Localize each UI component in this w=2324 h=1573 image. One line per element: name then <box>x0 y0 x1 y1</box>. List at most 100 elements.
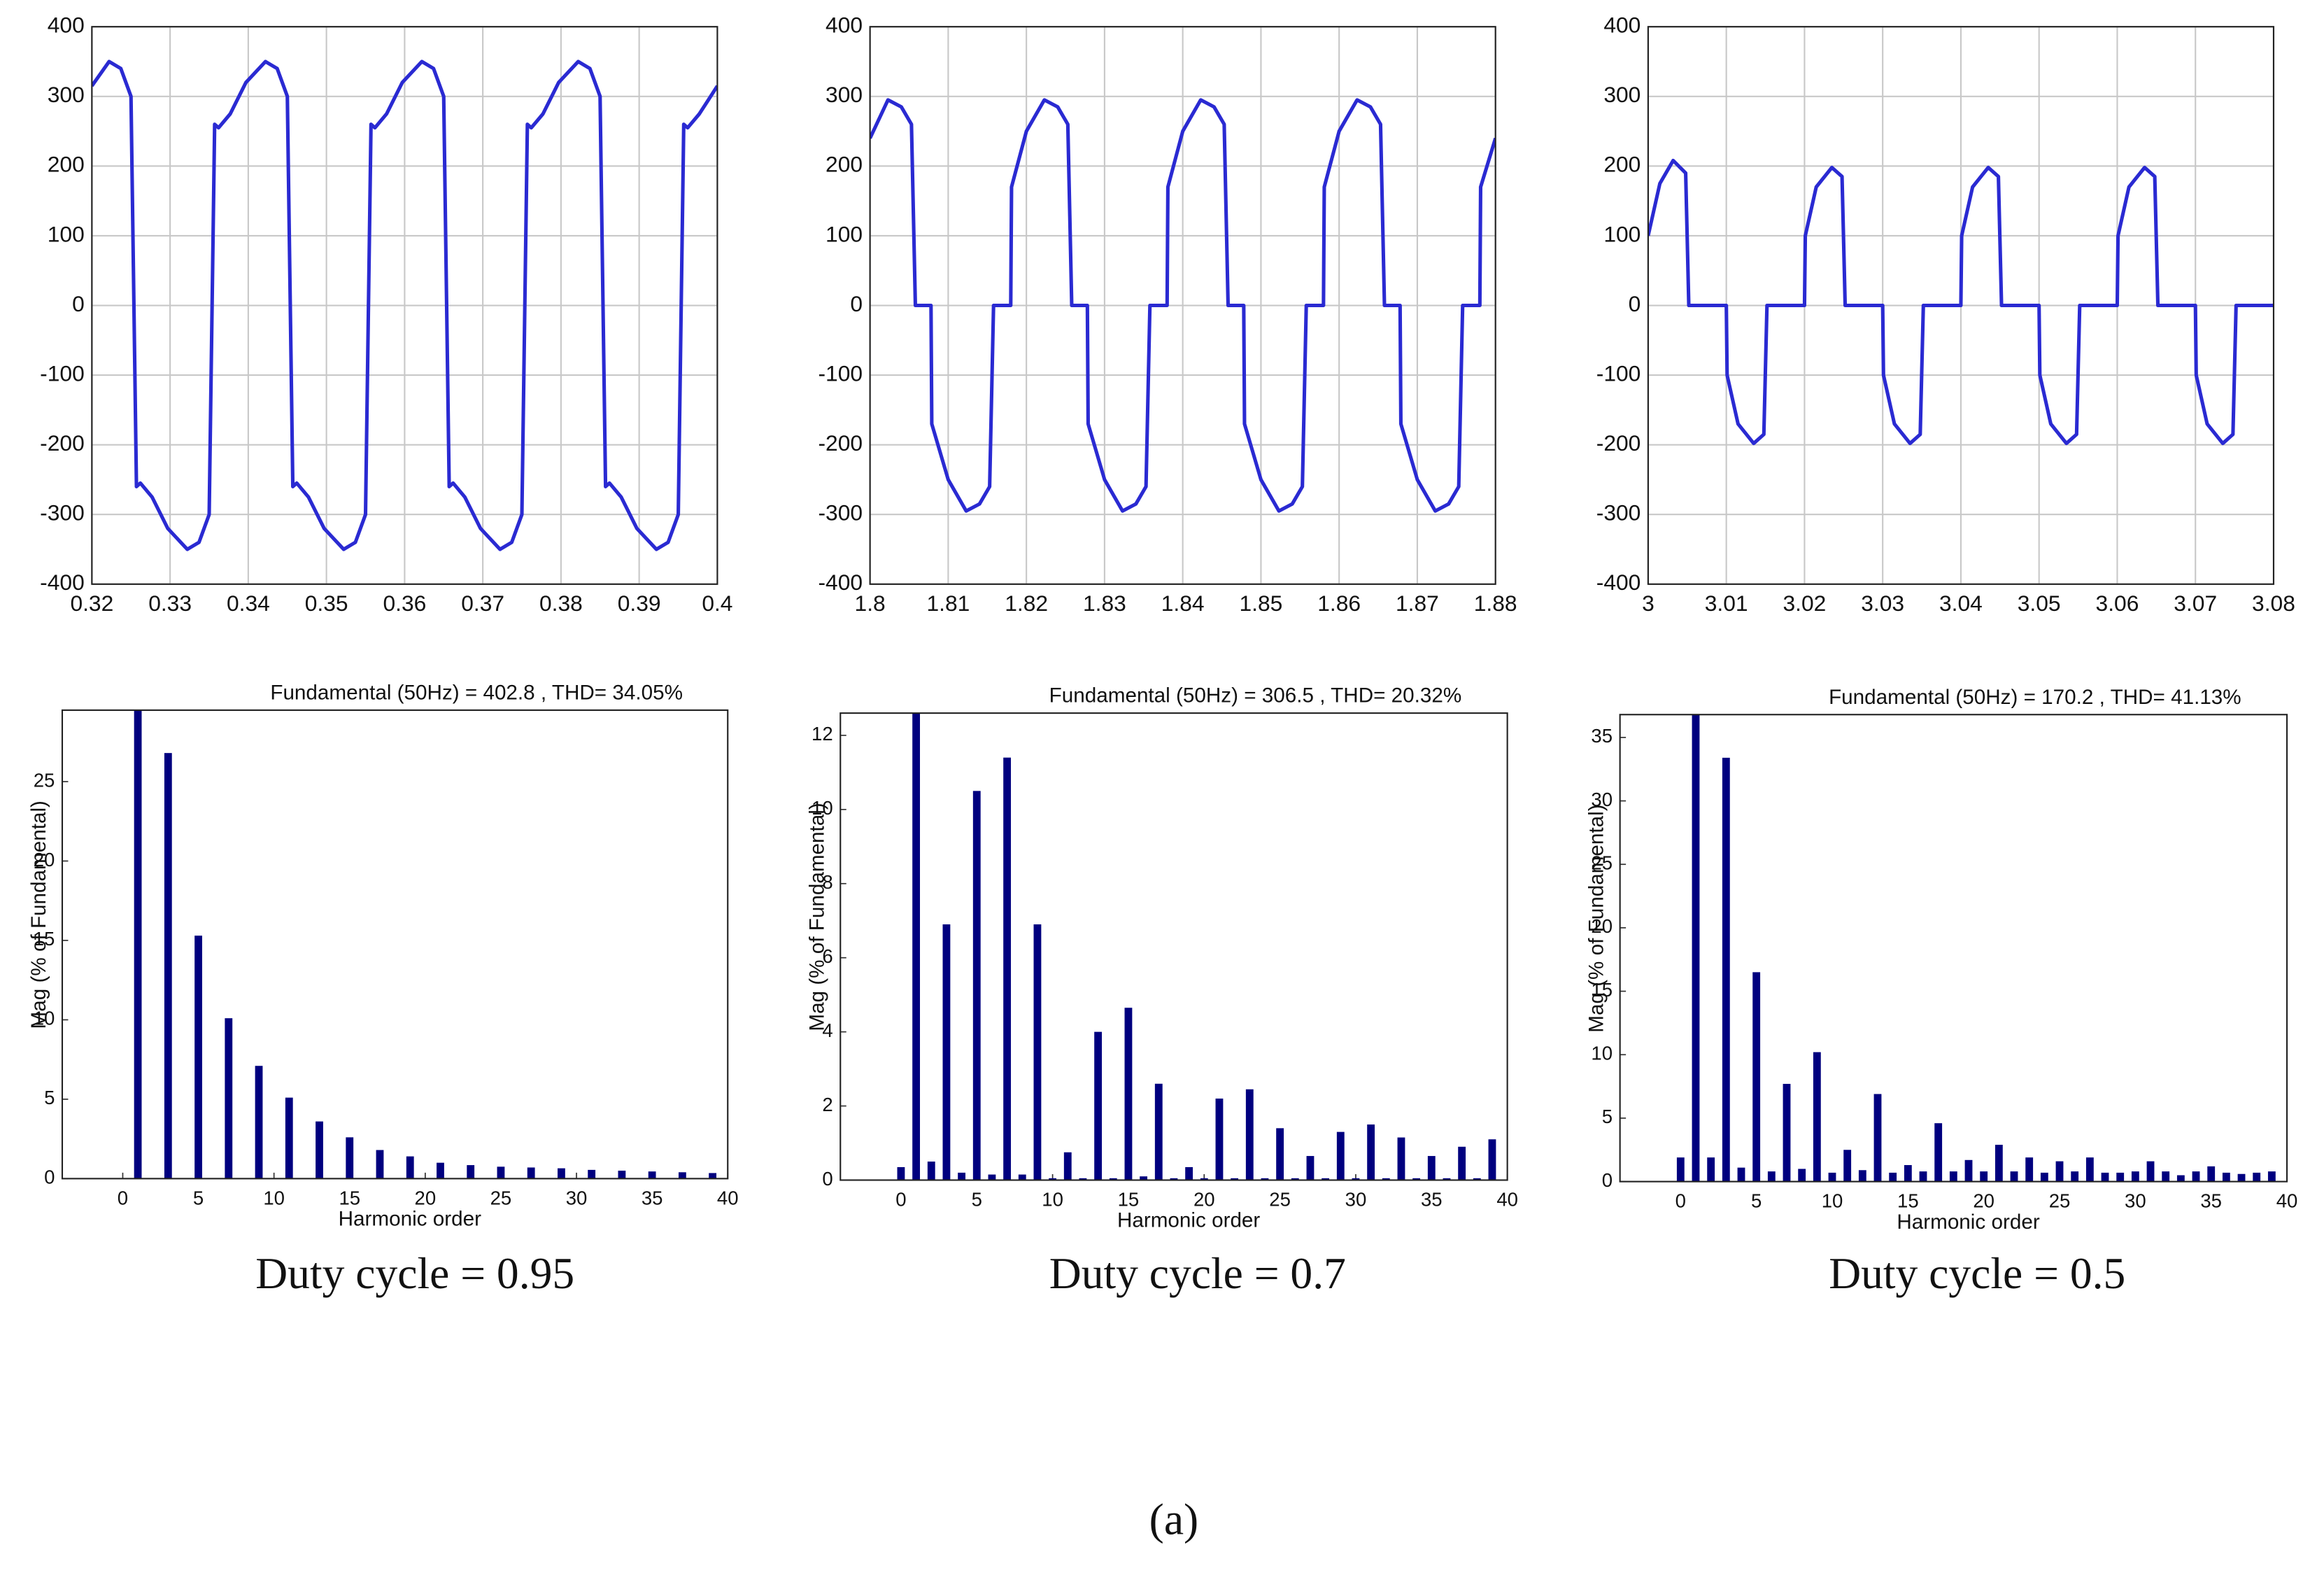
x-tick-label: 1.88 <box>1474 591 1517 616</box>
x-tick-label: 3.03 <box>1861 591 1904 616</box>
chart: 0 5 10 15 20 25 30 35 40 0 5 10 15 20 25 Fundamental (5… <box>27 681 739 1230</box>
plot-area <box>1620 714 2288 1182</box>
bar <box>1443 1178 1451 1180</box>
bar <box>1291 1178 1299 1180</box>
plot-frame <box>1647 26 2275 585</box>
bar <box>1949 1171 1957 1182</box>
y-tick-label: 0 <box>850 291 863 316</box>
bar <box>2176 1175 2185 1182</box>
y-tick-label: 12 <box>812 723 833 745</box>
bar <box>2267 1171 2276 1182</box>
plot-area <box>840 713 1508 1180</box>
x-tick-label: 20 <box>415 1187 437 1208</box>
bar <box>1367 1124 1375 1180</box>
bar <box>2025 1157 2034 1182</box>
bar <box>1722 757 1730 1182</box>
y-tick-label: -300 <box>1596 500 1641 525</box>
x-tick-label: 10 <box>1042 1188 1063 1210</box>
bar <box>1692 714 1700 1182</box>
bar <box>1934 1123 1943 1182</box>
bar <box>1140 1176 1148 1180</box>
x-tick-label: 10 <box>263 1187 285 1208</box>
y-tick-label: 0 <box>72 291 85 316</box>
x-tick-label: 40 <box>1496 1188 1518 1210</box>
x-tick-label: 30 <box>566 1187 588 1208</box>
x-tick-label: 1.83 <box>1083 591 1126 616</box>
y-tick-label: 0 <box>44 1166 55 1188</box>
x-tick-label: 25 <box>2049 1190 2071 1212</box>
y-tick-label: 200 <box>826 152 863 177</box>
bar <box>1306 1156 1315 1180</box>
y-tick-label: 100 <box>1603 221 1641 246</box>
bar <box>437 1162 444 1179</box>
bar <box>1322 1178 1330 1180</box>
y-tick-label: 5 <box>1602 1106 1613 1127</box>
bar <box>194 936 202 1179</box>
x-tick-label: 25 <box>490 1187 512 1208</box>
bar <box>958 1172 966 1180</box>
y-axis-label: Mag (% of Fundamental) <box>805 803 828 1031</box>
x-tick-label: 0.32 <box>70 591 113 616</box>
bar <box>255 1066 263 1179</box>
x-tick-label: 30 <box>1345 1188 1367 1210</box>
chart: 0 5 10 15 20 25 30 35 40 0 5 10 15 20 25 30 35 Fundamenta… <box>1585 686 2298 1234</box>
y-tick-label: -400 <box>818 570 863 595</box>
bar <box>1003 757 1012 1180</box>
series-line <box>1648 158 2274 446</box>
x-tick-label: 1.82 <box>1005 591 1048 616</box>
y-tick-label: -200 <box>1596 430 1641 456</box>
x-tick-label: 0 <box>895 1188 906 1210</box>
bar <box>1919 1171 1927 1182</box>
bar <box>1980 1171 1988 1182</box>
bar <box>2162 1171 2170 1182</box>
x-tick-label: 35 <box>642 1187 663 1208</box>
bar <box>164 753 172 1179</box>
bar <box>1170 1178 1178 1180</box>
x-tick-label: 30 <box>2125 1190 2146 1212</box>
bar <box>1185 1166 1193 1180</box>
bar <box>1752 972 1761 1182</box>
bar <box>2207 1166 2216 1182</box>
y-tick-label: -100 <box>1596 360 1641 386</box>
x-tick-label: 0.4 <box>702 591 732 616</box>
x-tick-label: 5 <box>1751 1190 1762 1212</box>
x-tick-label: 1.81 <box>926 591 970 616</box>
y-tick-label: -100 <box>818 360 863 386</box>
y-tick-label: 200 <box>1603 152 1641 177</box>
y-tick-label: 10 <box>812 797 833 819</box>
plot-frame <box>1619 714 2288 1183</box>
bar <box>1889 1172 1897 1182</box>
x-tick-label: 5 <box>972 1188 982 1210</box>
bar <box>1079 1178 1087 1180</box>
bar <box>1904 1165 1912 1182</box>
plot-frame <box>61 709 729 1180</box>
x-tick-label: 1.87 <box>1396 591 1439 616</box>
bar <box>1488 1139 1496 1180</box>
bar <box>497 1166 505 1179</box>
series-line <box>92 59 718 551</box>
y-axis-label: Mag (% of Fundamental) <box>27 800 50 1029</box>
bar <box>2116 1172 2125 1182</box>
y-tick-label: 10 <box>34 1008 55 1029</box>
y-tick-label: 6 <box>822 945 832 967</box>
chart-title: Fundamental (50Hz) = 402.8 , THD= 34.05% <box>270 681 683 704</box>
bar <box>2101 1172 2109 1182</box>
bar <box>2222 1172 2230 1182</box>
x-tick-label: 3.02 <box>1783 591 1827 616</box>
bar <box>225 1018 233 1179</box>
x-tick-label: 15 <box>1118 1188 1140 1210</box>
y-tick-label: 300 <box>48 82 85 107</box>
bar <box>1154 1083 1163 1180</box>
x-tick-label: 20 <box>1973 1190 1994 1212</box>
y-axis-label: Mag (% of Fundamental) <box>1585 804 1608 1032</box>
y-tick-label: 400 <box>1603 13 1641 38</box>
y-tick-label: 0 <box>822 1168 832 1190</box>
y-tick-label: -200 <box>818 430 863 456</box>
caption: Duty cycle = 0.7 <box>1049 1248 1346 1298</box>
bar <box>2055 1161 2064 1182</box>
bar <box>1245 1089 1254 1180</box>
y-tick-label: 300 <box>1603 82 1641 107</box>
chart: 3 3.01 3.02 3.03 3.04 3.05 3.06 3.07 3.08 -400 -30… <box>1596 13 2295 616</box>
bar <box>1676 1157 1685 1182</box>
